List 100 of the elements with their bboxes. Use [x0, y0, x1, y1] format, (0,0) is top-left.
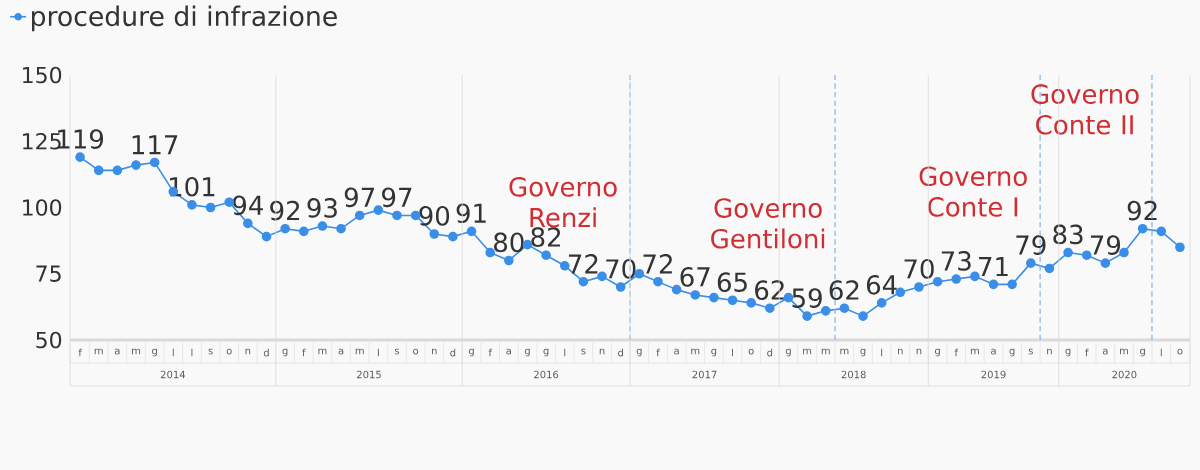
x-tick-label: a	[1102, 348, 1108, 355]
annotation: Governo Renzi	[509, 177, 617, 228]
data-label: 62	[829, 280, 859, 300]
x-tick-label: f	[78, 348, 83, 357]
x-tick-label: m	[355, 348, 364, 355]
x-tick-label: f	[656, 348, 660, 357]
point	[112, 165, 123, 176]
x-tick-label: l	[564, 348, 566, 357]
point	[1100, 258, 1111, 268]
point	[988, 279, 999, 290]
point	[858, 311, 868, 321]
point	[485, 247, 495, 258]
point	[280, 223, 290, 234]
point	[876, 298, 887, 308]
data-label: 97	[344, 187, 375, 208]
point	[75, 152, 85, 162]
y-tick-label: 50	[36, 331, 62, 349]
y-tick-label: 100	[23, 199, 62, 216]
x-tick-label: m	[821, 348, 830, 355]
x-tick-label: g	[934, 348, 940, 357]
data-label: 83	[1053, 224, 1083, 245]
data-label: 91	[456, 203, 486, 224]
x-tick-label: s	[1028, 348, 1033, 355]
x-tick-label: g	[1009, 348, 1015, 357]
x-tick-label: o	[413, 348, 419, 355]
point	[93, 165, 104, 176]
x-tick-label: l	[732, 348, 733, 357]
x-tick-label: g	[468, 348, 474, 357]
x-tick-label: o	[748, 348, 754, 355]
data-label: 82	[531, 227, 561, 247]
annotation: Governo Conte I	[919, 166, 1027, 217]
data-label: 70	[904, 259, 934, 279]
x-tick-label: s	[394, 348, 400, 355]
x-tick-label: n	[432, 348, 437, 355]
x-tick-label: l	[1160, 348, 1162, 357]
point	[261, 231, 272, 242]
point	[1137, 223, 1148, 234]
x-tick-label: g	[543, 348, 549, 357]
x-tick-label: s	[208, 348, 213, 355]
x-tick-label: g	[711, 348, 717, 357]
x-tick-label: a	[674, 348, 679, 355]
point	[820, 306, 831, 316]
point	[1081, 250, 1092, 260]
x-tick-label: a	[991, 348, 996, 355]
point	[466, 226, 477, 237]
x-tick-label: m	[840, 348, 849, 355]
point	[541, 250, 551, 260]
data-label: 117	[132, 135, 178, 155]
point	[765, 303, 775, 313]
x-tick-label: f	[954, 348, 959, 357]
text: 2019	[981, 370, 1006, 379]
point	[727, 295, 738, 306]
data-label: 71	[979, 257, 1008, 277]
point	[243, 218, 253, 229]
x-tick-label: f	[488, 348, 493, 357]
x-tick-label: l	[881, 348, 883, 357]
text: 2017	[692, 370, 717, 379]
point	[1044, 263, 1055, 274]
x-tick-label: g	[152, 348, 157, 357]
y-tick-label: 75	[36, 265, 61, 282]
annotation: Governo Conte II	[1031, 84, 1139, 135]
point	[1007, 279, 1017, 290]
point	[373, 205, 384, 215]
x-tick-label: n	[1047, 348, 1052, 355]
x-tick-label: n	[916, 348, 922, 355]
x-tick-label: n	[245, 348, 251, 355]
data-label: 70	[606, 259, 636, 279]
point	[131, 160, 141, 170]
data-label: 92	[270, 200, 300, 221]
data-label: 67	[680, 267, 710, 287]
point	[1175, 242, 1185, 253]
x-tick-label: a	[114, 348, 120, 355]
x-tick-label: l	[377, 348, 379, 357]
data-label: 79	[1016, 235, 1046, 255]
data-label: 73	[941, 251, 971, 271]
data-label: 72	[568, 254, 598, 274]
point	[578, 276, 589, 287]
point	[690, 290, 701, 300]
point	[653, 276, 663, 287]
point	[1119, 247, 1129, 258]
point	[298, 226, 309, 237]
x-tick-label: m	[318, 348, 327, 355]
point	[187, 200, 197, 210]
text: 2020	[1112, 370, 1137, 379]
point	[448, 231, 458, 242]
point	[205, 202, 216, 213]
x-tick-label: g	[282, 348, 288, 357]
point	[951, 274, 962, 284]
point	[504, 255, 514, 266]
x-tick-label: m	[94, 348, 103, 355]
annotation: Governo Gentiloni	[711, 198, 825, 249]
text: 2018	[841, 370, 866, 379]
point	[1063, 247, 1073, 258]
point	[746, 298, 756, 308]
x-tick-label: g	[860, 348, 866, 357]
x-tick-label: m	[803, 348, 812, 355]
x-tick-label: o	[226, 348, 232, 355]
y-tick-label: 150	[23, 66, 62, 84]
x-tick-label: m	[132, 348, 141, 355]
text: 2014	[160, 370, 186, 379]
